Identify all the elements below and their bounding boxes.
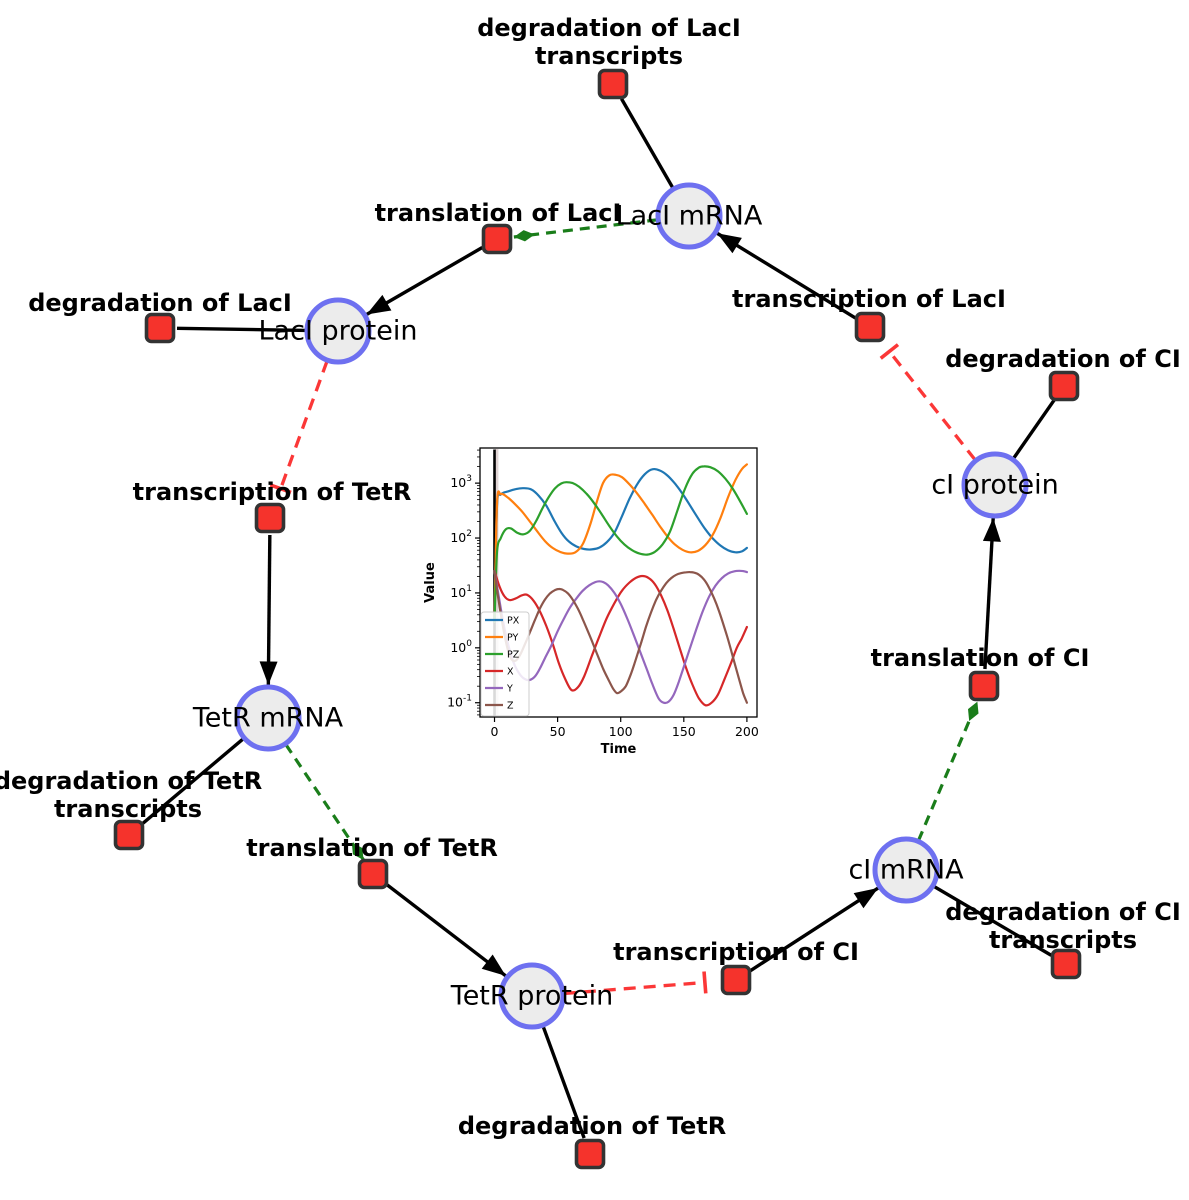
series-PX-line bbox=[493, 467, 748, 623]
edge-product-transcription_laci-to-laci_mrna bbox=[716, 231, 857, 320]
edge-product-translation_laci-to-laci_protein bbox=[365, 246, 484, 316]
legend-entry-PX: PX bbox=[507, 616, 520, 627]
x-tick-label: 150 bbox=[672, 724, 696, 739]
reaction-label-line: translation of TetR bbox=[246, 834, 498, 862]
y-tick-label: 10-1 bbox=[447, 694, 472, 710]
reaction-label-translation_ci: translation of CI bbox=[871, 644, 1090, 672]
legend-entry-PY: PY bbox=[507, 633, 519, 644]
reaction-label-deg_tetr_tx: degradation of TetR transcripts bbox=[0, 767, 262, 823]
reaction-node-translation_ci bbox=[968, 670, 1000, 702]
legend-entry-Z: Z bbox=[507, 701, 514, 712]
reaction-label-line: degradation of CI bbox=[945, 898, 1181, 926]
series-PZ-line bbox=[493, 465, 748, 623]
reaction-label-line: transcripts bbox=[534, 42, 684, 70]
edge-modifier-laci_mrna-to-translation_laci bbox=[513, 218, 658, 242]
reaction-label-transcription_laci: transcription of LacI bbox=[732, 285, 1006, 313]
legend-entry-X: X bbox=[507, 667, 514, 678]
y-tick-label: 100 bbox=[450, 639, 472, 655]
reaction-label-line: translation of CI bbox=[870, 644, 1090, 672]
reaction-node-deg_ci_tx bbox=[1050, 948, 1082, 980]
reaction-label-line: transcripts bbox=[988, 926, 1138, 954]
edge-product-transcription_ci-to-ci_mrna bbox=[749, 886, 880, 973]
legend-entry-Y: Y bbox=[506, 684, 513, 695]
reaction-label-line: transcription of LacI bbox=[732, 285, 1006, 313]
reaction-node-deg_laci bbox=[144, 312, 176, 344]
species-label-tetr_mrna: TetR mRNA bbox=[192, 702, 344, 734]
y-tick-label: 103 bbox=[450, 474, 472, 490]
reaction-label-deg_tetr: degradation of TetR bbox=[458, 1112, 726, 1140]
x-axis-label: Time bbox=[601, 742, 637, 757]
x-tick-label: 200 bbox=[735, 724, 759, 739]
species-label-laci_mrna: LacI mRNA bbox=[615, 200, 763, 232]
simulation-plot: 0 50 100 150 20010310210110010-1TimeValuePXP… bbox=[423, 447, 759, 757]
series-Z-line bbox=[493, 570, 748, 704]
reaction-label-line: degradation of LacI bbox=[28, 289, 292, 317]
edge-product-translation_ci-to-ci_protein bbox=[982, 517, 1001, 670]
edge-modifier-ci_mrna-to-translation_ci bbox=[917, 701, 979, 842]
reaction-node-translation_laci bbox=[481, 223, 513, 255]
edge-inhibitor-ci_protein-to-transcription_laci bbox=[879, 343, 977, 461]
reaction-label-line: degradation of TetR bbox=[0, 767, 263, 795]
reaction-node-translation_tetr bbox=[357, 858, 389, 890]
edge-product-transcription_tetr-to-tetr_mrna bbox=[259, 534, 278, 686]
edge-reactant-ci_mrna-to-deg_ci_tx bbox=[932, 884, 1053, 957]
reaction-label-line: degradation of CI bbox=[945, 345, 1181, 373]
species-node-laci_mrna bbox=[655, 182, 723, 250]
series-Y-line bbox=[493, 569, 748, 705]
legend: PX PY PZ XYZ bbox=[480, 611, 530, 717]
reaction-node-deg_tetr_tx bbox=[113, 819, 145, 851]
x-tick-label: 0 bbox=[491, 724, 499, 739]
reaction-label-line: transcripts bbox=[53, 795, 203, 823]
series-PY-line bbox=[493, 463, 748, 623]
species-label-laci_protein: LacI protein bbox=[258, 315, 418, 347]
y-axis-label: Value bbox=[423, 562, 438, 603]
y-tick-label: 102 bbox=[450, 529, 472, 545]
reaction-label-deg_ci: degradation of CI bbox=[945, 345, 1181, 373]
edge-reactant-tetr_protein-to-deg_tetr bbox=[541, 1025, 586, 1139]
reaction-label-translation_tetr: translation of TetR bbox=[246, 834, 498, 862]
reaction-label-line: transcription of CI bbox=[613, 938, 859, 966]
edge-inhibitor-laci_protein-to-transcription_tetr bbox=[269, 360, 329, 495]
x-tick-label: 50 bbox=[550, 724, 566, 739]
species-label-ci_mrna: cI mRNA bbox=[848, 854, 964, 886]
species-label-tetr_protein: TetR protein bbox=[450, 980, 614, 1012]
reaction-label-deg_laci: degradation of LacI bbox=[28, 289, 292, 317]
edge-reactant-ci_protein-to-deg_ci bbox=[1011, 398, 1056, 460]
reaction-label-line: translation of LacI bbox=[374, 199, 622, 227]
species-node-tetr_protein bbox=[498, 962, 566, 1030]
reaction-label-deg_laci_tx: degradation of LacI transcripts bbox=[477, 14, 741, 70]
reaction-label-deg_ci_tx: degradation of CI transcripts bbox=[945, 898, 1181, 954]
legend-entry-PZ: PZ bbox=[507, 650, 520, 661]
reaction-label-transcription_tetr: transcription of TetR bbox=[133, 478, 412, 506]
x-tick-label: 100 bbox=[609, 724, 633, 739]
species-node-tetr_mrna bbox=[234, 684, 302, 752]
reaction-label-line: transcription of TetR bbox=[132, 478, 412, 506]
y-tick-label: 101 bbox=[450, 584, 472, 600]
reaction-node-transcription_tetr bbox=[254, 502, 286, 534]
species-node-ci_mrna bbox=[872, 836, 940, 904]
species-node-ci_protein bbox=[961, 451, 1029, 519]
edge-reactant-laci_protein-to-deg_laci bbox=[176, 326, 307, 333]
reaction-node-deg_ci bbox=[1048, 370, 1080, 402]
species-label-ci_protein: cI protein bbox=[931, 469, 1059, 501]
series-X-line bbox=[493, 570, 748, 707]
reaction-label-translation_laci: translation of LacI bbox=[375, 199, 622, 227]
edge-reactant-tetr_mrna-to-deg_tetr_tx bbox=[140, 737, 245, 826]
reaction-label-line: degradation of LacI bbox=[477, 14, 741, 42]
plot-frame bbox=[479, 447, 758, 718]
reaction-node-deg_laci_tx bbox=[597, 68, 629, 100]
edge-product-translation_tetr-to-tetr_protein bbox=[385, 882, 507, 978]
edge-modifier-tetr_mrna-to-translation_tetr bbox=[284, 743, 365, 861]
reaction-node-deg_tetr bbox=[574, 1138, 606, 1170]
reaction-node-transcription_ci bbox=[720, 964, 752, 996]
edge-inhibitor-tetr_protein-to-transcription_ci bbox=[563, 971, 708, 996]
species-node-laci_protein bbox=[304, 297, 372, 365]
edge-reactant-laci_mrna-to-deg_laci_tx bbox=[620, 97, 675, 190]
reaction-label-transcription_ci: transcription of CI bbox=[613, 938, 859, 966]
reaction-label-line: degradation of TetR bbox=[457, 1112, 727, 1140]
reaction-node-transcription_laci bbox=[854, 311, 886, 343]
